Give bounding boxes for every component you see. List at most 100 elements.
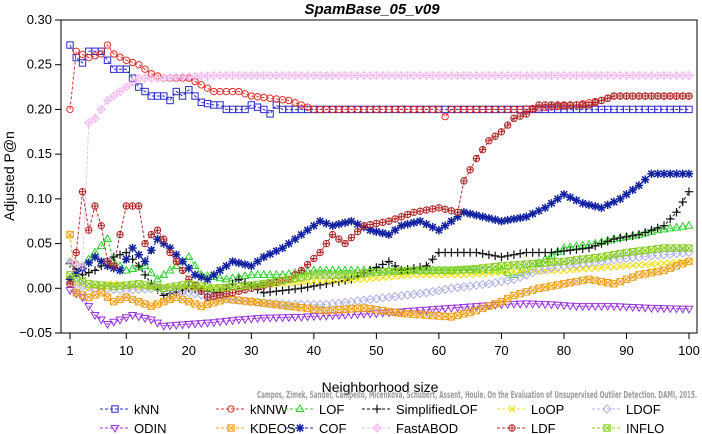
data-point-ldf [203,293,212,301]
data-point-cof [390,225,400,235]
data-point-loop [516,268,524,276]
data-point-odin [209,319,219,328]
data-point-fastabod [684,70,694,81]
data-point-cof [528,209,537,218]
legend-label-fastabod: FastABOD [396,421,458,434]
data-point-odin [678,305,688,314]
data-point-odin [215,318,225,327]
data-point-odin [546,301,557,310]
data-point-kdeos [97,289,105,297]
data-point-cof [97,257,106,266]
data-point-ldf [328,230,337,239]
data-point-inflo [235,282,243,291]
data-point-lof [171,260,181,269]
data-point-kdeos [553,281,562,289]
legend-marker-lof [295,404,305,413]
data-point-cof [609,197,619,207]
data-point-odin [277,314,288,323]
data-point-odin [102,320,113,330]
data-point-kdeos [191,300,199,308]
data-point-simplifiedlof [478,249,487,258]
data-point-kdeos [116,295,124,304]
data-point-knnw [441,112,449,121]
data-point-odin [559,302,569,311]
data-point-ldf [585,101,593,109]
data-point-odin [553,301,563,310]
data-point-kdeos [66,230,74,239]
data-point-odin [265,314,275,323]
data-point-loop [579,265,587,273]
data-point-knn [103,56,112,64]
data-point-cof [409,218,419,227]
data-point-lof [665,223,675,232]
data-point-odin [684,305,694,314]
data-point-kdeos [597,277,606,286]
data-point-cof [228,257,237,266]
data-point-loop [679,258,687,266]
data-point-loop [316,277,324,285]
data-point-cof [616,194,625,204]
data-point-odin [471,303,482,312]
data-point-kdeos [535,284,543,292]
data-point-lof [246,269,256,278]
x-tick-label: 50 [369,343,383,358]
data-point-odin [659,305,669,314]
legend-entry-lof: LOF [285,402,344,417]
data-point-odin [202,319,213,328]
data-point-loop [504,268,512,276]
data-point-odin [221,317,231,326]
data-point-ldf [78,188,87,196]
series-odin [65,287,694,331]
data-point-kdeos [516,289,524,298]
data-point-cof [415,217,425,226]
data-point-odin [152,319,163,328]
data-point-fastabod [96,104,106,115]
data-point-simplifiedlof [334,277,344,286]
data-point-fastabod [115,86,125,97]
data-point-kdeos [685,257,693,266]
data-point-kdeos [660,266,668,275]
data-point-ldf [322,239,331,248]
legend-marker-knnw [227,405,235,413]
legend-marker-ldf [508,424,516,432]
data-point-loop [629,261,637,270]
data-point-ldf [560,101,568,109]
data-point-cof [672,169,681,179]
data-point-odin [628,304,638,313]
data-point-cof [328,221,337,230]
data-point-odin [302,313,313,322]
data-point-simplifiedlof [553,247,562,256]
data-point-odin [465,303,475,312]
data-point-lof [121,265,131,274]
data-point-knnw [291,99,299,107]
data-point-cof [534,206,544,215]
data-point-ldf [116,230,124,239]
data-point-kdeos [122,293,130,301]
data-point-ldf [222,290,231,298]
data-point-ldf [672,92,681,100]
data-point-ldf [297,266,306,275]
data-point-simplifiedlof [134,261,143,271]
data-point-odin [246,315,256,324]
data-point-cof [397,221,406,230]
data-point-cof [340,218,350,227]
data-point-kdeos [572,277,581,286]
data-point-simplifiedlof [616,233,625,243]
legend-marker-odin [110,424,120,433]
data-point-knnw [135,61,143,69]
data-point-ldf [66,280,74,288]
data-point-kdeos [472,306,481,315]
data-point-cof [347,217,356,226]
data-point-lof [259,269,269,278]
data-point-kdeos [185,298,193,306]
data-point-ldf [522,110,531,118]
data-point-knn [260,105,268,114]
data-point-cof [522,212,531,221]
data-point-lof [684,220,694,229]
data-point-simplifiedlof [559,246,569,256]
legend-entry-inflo: INFLO [592,421,664,434]
legend-marker-cof [295,423,305,433]
data-point-odin [621,303,632,312]
data-point-ldf [128,202,137,210]
